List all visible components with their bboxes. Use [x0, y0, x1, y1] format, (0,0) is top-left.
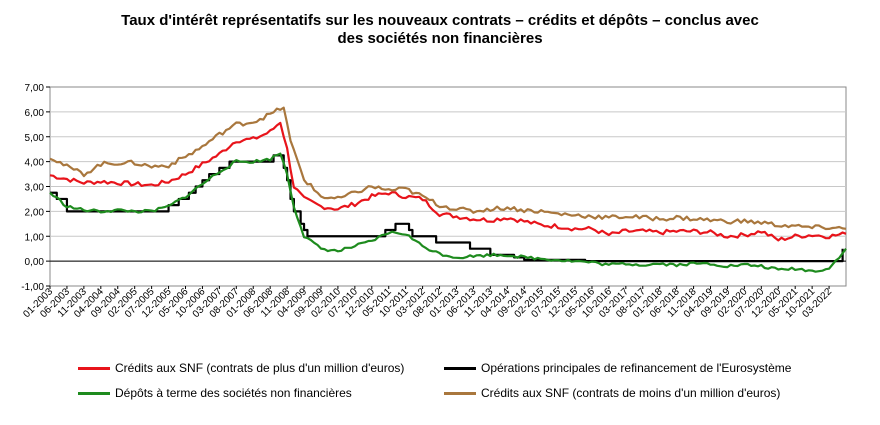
legend-label: Crédits aux SNF (contrats de moins d'un … — [481, 386, 781, 400]
legend-swatch-red — [78, 367, 110, 370]
legend-swatch-green — [78, 392, 110, 395]
series-line-1 — [49, 121, 847, 242]
y-tick-label: 6,00 — [25, 108, 45, 119]
legend-swatch-brown — [444, 392, 476, 395]
legend-label: Opérations principales de refinancement … — [481, 361, 792, 375]
chart-title-line-1: Taux d'intérêt représentatifs sur les no… — [121, 12, 759, 29]
y-tick-label: -1,00 — [21, 282, 44, 293]
series-line-3 — [49, 152, 847, 273]
legend-label: Dépôts à terme des sociétés non financiè… — [115, 386, 352, 400]
legend-label: Crédits aux SNF (contrats de plus d'un m… — [115, 361, 405, 375]
y-tick-label: 1,00 — [25, 232, 45, 243]
y-tick-label: 5,00 — [25, 133, 45, 144]
y-tick-label: 4,00 — [25, 158, 45, 169]
y-tick-label: 2,00 — [25, 207, 45, 218]
chart-title-line-2: des sociétés non financières — [337, 30, 543, 47]
chart-title: Taux d'intérêt représentatifs sur les no… — [0, 12, 880, 48]
series-line-4 — [49, 106, 847, 231]
y-tick-label: 7,00 — [25, 83, 45, 94]
y-tick-label: 3,00 — [25, 183, 45, 194]
legend-swatch-black — [444, 367, 476, 370]
y-tick-label: 0,00 — [25, 257, 45, 268]
